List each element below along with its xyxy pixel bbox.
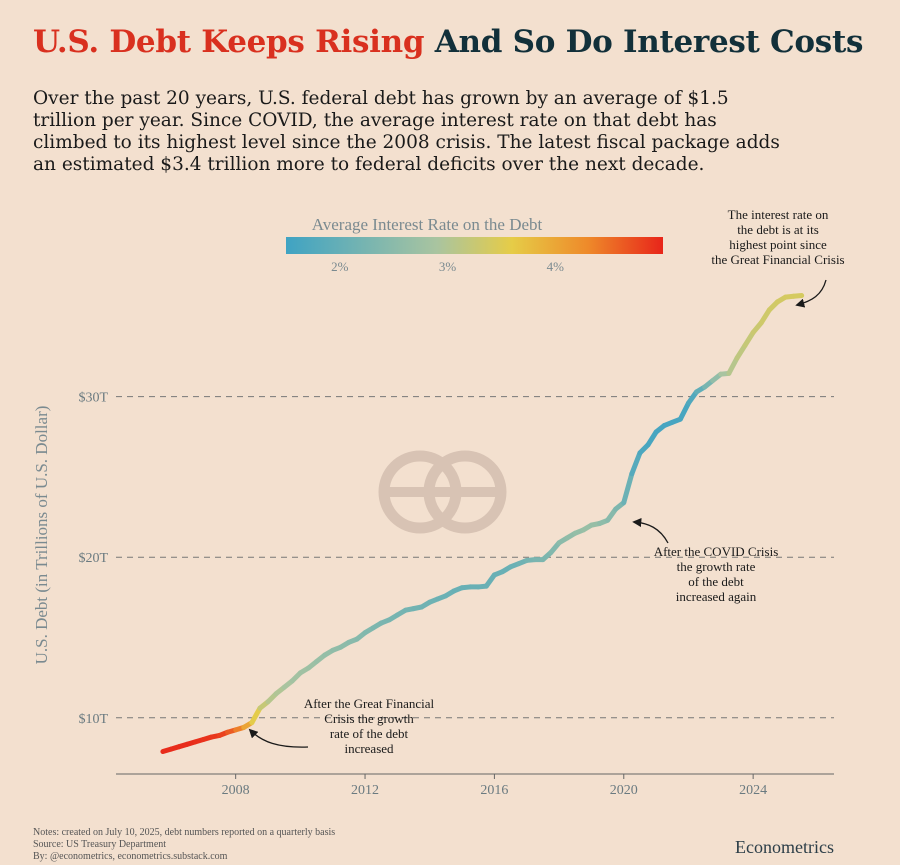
debt-line-segment (742, 329, 756, 348)
x-tick-label: 2012 (351, 783, 379, 798)
chart-title: U.S. Debt Keeps Rising And So Do Interes… (33, 24, 863, 60)
legend-tick-label: 2% (331, 259, 349, 274)
annotation-line: increased (344, 741, 394, 756)
brand-name: Econometrics (735, 837, 834, 857)
x-tick-label: 2024 (739, 783, 767, 798)
gridlines (116, 396, 834, 719)
rate-color-legend: Average Interest Rate on the Debt 2% 3% 4% (286, 215, 663, 274)
legend-color-bar (286, 237, 663, 254)
watermark-logo (378, 450, 507, 534)
x-axis-ticks: 2008 2012 2016 2020 2024 (222, 774, 767, 798)
debt-line-segment (629, 450, 643, 477)
debt-line-segment (645, 429, 659, 448)
annotation-line: After the Great Financial (304, 696, 435, 711)
debt-line-segment (791, 292, 805, 299)
y-axis-label: U.S. Debt (in Trillions of U.S. Dollar) (32, 406, 51, 665)
annotation-line: After the COVID Crisis (654, 544, 779, 559)
footer-source: Source: US Treasury Department (33, 839, 167, 850)
debt-line-segment (726, 355, 740, 376)
debt-line-segment (249, 705, 263, 726)
x-tick-label: 2020 (610, 783, 638, 798)
debt-line-segment (621, 471, 635, 506)
y-tick-label: $20T (78, 551, 108, 566)
annotation-line: rate of the debt (330, 726, 409, 741)
annotation-line: highest point since (729, 237, 827, 252)
annotation-gfc-arrow (248, 728, 309, 748)
annotation-line: the growth rate (677, 559, 756, 574)
footer-note: Notes: created on July 10, 2025, debt nu… (33, 827, 336, 838)
legend-tick-label: 4% (547, 259, 565, 274)
footer-by: By: @econometrics, econometrics.substack… (33, 851, 228, 862)
legend-title: Average Interest Rate on the Debt (312, 215, 543, 234)
debt-line-segment (677, 400, 691, 422)
y-tick-label: $10T (78, 712, 108, 727)
annotation-line: of the debt (688, 574, 744, 589)
annotation-line: The interest rate on (728, 207, 829, 222)
y-axis-ticks: $10T $20T $30T (78, 391, 108, 727)
title-rest: And So Do Interest Costs (434, 24, 864, 60)
debt-series-line (160, 292, 805, 755)
footer-notes: Notes: created on July 10, 2025, debt nu… (33, 827, 335, 863)
chart-subtitle: Over the past 20 years, U.S. federal deb… (33, 88, 780, 175)
legend-tick-label: 3% (439, 259, 457, 274)
annotation-line: Crisis the growth (324, 711, 414, 726)
x-tick-label: 2016 (480, 783, 508, 798)
annotation-highest-arrow (795, 279, 827, 308)
annotation-line: the Great Financial Crisis (711, 252, 844, 267)
debt-line-segment (734, 342, 748, 361)
debt-line-segment (758, 307, 772, 326)
annotation-line: the debt is at its (737, 222, 819, 237)
annotation-covid-arrow (632, 517, 669, 544)
y-tick-label: $30T (78, 391, 108, 406)
annotation-line: increased again (676, 589, 757, 604)
x-tick-label: 2008 (222, 783, 250, 798)
title-highlight: U.S. Debt Keeps Rising (33, 24, 425, 60)
